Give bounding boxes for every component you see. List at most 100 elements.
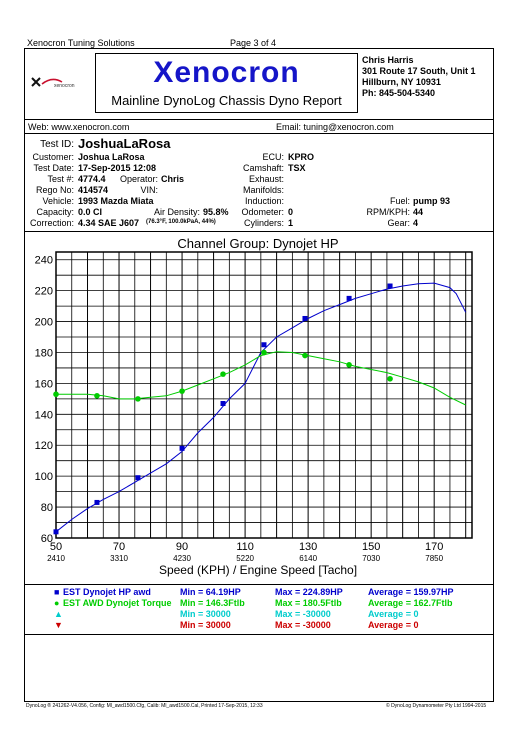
- contact-address-2: Hillburn, NY 10931: [362, 77, 441, 87]
- footer-copyright: © DynoLog Dynamometer Pty Ltd 1994-2015: [386, 703, 487, 709]
- camshaft-label: Camshaft:: [242, 163, 284, 173]
- dot-marker-icon: ●: [54, 598, 60, 608]
- vin-label: VIN:: [140, 185, 158, 195]
- y-tick-label: 200: [35, 317, 53, 329]
- report-subtitle: Mainline DynoLog Chassis Dyno Report: [111, 93, 342, 108]
- x-secondary-tick-label: 6140: [299, 554, 317, 563]
- gear-label: Gear:: [387, 218, 410, 228]
- legend-average: Average = 0: [368, 609, 419, 619]
- fuel-value: pump 93: [413, 196, 451, 206]
- x-tick-label: 150: [362, 541, 380, 553]
- email-link[interactable]: Email: tuning@xenocron.com: [276, 122, 394, 132]
- y-tick-label: 80: [41, 502, 53, 514]
- x-secondary-tick-label: 2410: [47, 554, 65, 563]
- contact-name: Chris Harris: [362, 55, 414, 65]
- x-secondary-tick-label: 7030: [362, 554, 380, 563]
- x-secondary-tick-label: 4230: [173, 554, 191, 563]
- x-secondary-tick-label: 3310: [110, 554, 128, 563]
- torque-marker: [135, 396, 141, 402]
- divider: [24, 634, 494, 635]
- gear-value: 4: [413, 218, 419, 228]
- hp-marker: [179, 445, 185, 451]
- rego-value: 414574: [78, 185, 109, 195]
- legend-series-name: EST Dynojet HP awd: [63, 587, 151, 597]
- company-name: Xenocron Tuning Solutions: [27, 38, 135, 48]
- hp-marker: [94, 499, 100, 505]
- report-frame: [24, 48, 494, 702]
- y-tick-label: 240: [35, 255, 53, 267]
- correction-label: Correction:: [29, 218, 74, 228]
- series-line-1: [55, 282, 467, 533]
- test-id-label: Test ID:: [40, 139, 74, 150]
- x-tick-label: 110: [236, 541, 254, 553]
- legend-max: Max = 180.5Ftlb: [275, 598, 342, 608]
- correction-value: 4.34 SAE J607: [78, 218, 140, 228]
- capacity-value: 0.0 CI: [78, 207, 103, 217]
- y-tick-label: 100: [35, 471, 53, 483]
- test-number-label: Test #:: [47, 174, 74, 184]
- legend-average: Average = 159.97HP: [368, 587, 454, 597]
- divider: [24, 119, 494, 120]
- plot-area: [55, 251, 473, 539]
- rpm-kph-value: 44: [413, 207, 424, 217]
- customer-value: Joshua LaRosa: [78, 152, 145, 162]
- vehicle-label: Vehicle:: [42, 196, 74, 206]
- vehicle-value: 1993 Mazda Miata: [78, 196, 154, 206]
- legend-average: Average = 162.7Ftlb: [368, 598, 453, 608]
- exhaust-label: Exhaust:: [248, 174, 284, 184]
- torque-marker: [53, 391, 59, 398]
- x-secondary-tick-label: 7850: [425, 554, 443, 563]
- chart-title: Channel Group: Dynojet HP: [177, 236, 339, 251]
- legend-min: Min = 146.3Ftlb: [180, 598, 245, 608]
- torque-marker: [220, 371, 226, 377]
- conditions-value: (76.3°F, 100.0kPaA, 44%): [146, 219, 216, 225]
- legend-max: Max = 224.89HP: [275, 587, 343, 597]
- test-date-value: 17-Sep-2015 12:08: [78, 163, 157, 173]
- odometer-label: Odometer:: [241, 207, 284, 217]
- test-id-value: JoshuaLaRosa: [78, 136, 171, 151]
- legend-min: Min = 30000: [180, 609, 231, 619]
- svg-text:xenocron: xenocron: [54, 83, 75, 89]
- brand-name: Xenocron: [153, 56, 300, 89]
- operator-value: Chris: [161, 174, 185, 184]
- hp-marker: [220, 401, 226, 407]
- hp-marker: [387, 283, 393, 289]
- logo-icon: xenocron: [30, 72, 90, 99]
- customer-label: Customer:: [32, 152, 74, 162]
- legend-max: Max = -30000: [275, 620, 331, 630]
- contact-address-1: 301 Route 17 South, Unit 1: [362, 66, 476, 76]
- torque-marker: [94, 392, 100, 399]
- torque-marker: [302, 352, 308, 359]
- y-tick-label: 220: [35, 286, 53, 298]
- divider: [24, 133, 494, 134]
- operator-label: Operator:: [119, 174, 158, 184]
- legend-min: Min = 30000: [180, 620, 231, 630]
- torque-marker: [261, 349, 267, 356]
- odometer-value: 0: [288, 207, 294, 217]
- divider: [24, 231, 494, 232]
- contact-phone: Ph: 845-504-5340: [362, 88, 436, 98]
- cylinders-value: 1: [288, 218, 294, 228]
- x-axis-label: Speed (KPH) / Engine Speed [Tacho]: [159, 563, 357, 577]
- legend-min: Min = 64.19HP: [180, 587, 241, 597]
- x-tick-label: 50: [50, 541, 62, 553]
- torque-marker: [179, 388, 185, 394]
- website-link[interactable]: Web: www.xenocron.com: [28, 122, 130, 132]
- x-tick-label: 130: [299, 541, 317, 553]
- rego-label: Rego No:: [35, 185, 74, 195]
- hp-marker: [302, 315, 308, 321]
- divider: [24, 584, 494, 585]
- page-number: Page 3 of 4: [230, 38, 277, 48]
- camshaft-value: TSX: [288, 163, 306, 173]
- square-marker-icon: ■: [54, 587, 60, 597]
- x-tick-label: 70: [113, 541, 125, 553]
- hp-marker: [135, 475, 141, 481]
- legend-series-name: EST AWD Dynojet Torque: [63, 598, 172, 608]
- y-tick-label: 160: [35, 378, 53, 390]
- x-secondary-tick-label: 5220: [236, 554, 254, 563]
- y-tick-label: 120: [35, 440, 53, 452]
- hp-marker: [346, 295, 352, 301]
- cylinders-label: Cylinders:: [243, 218, 284, 228]
- torque-marker: [387, 375, 393, 382]
